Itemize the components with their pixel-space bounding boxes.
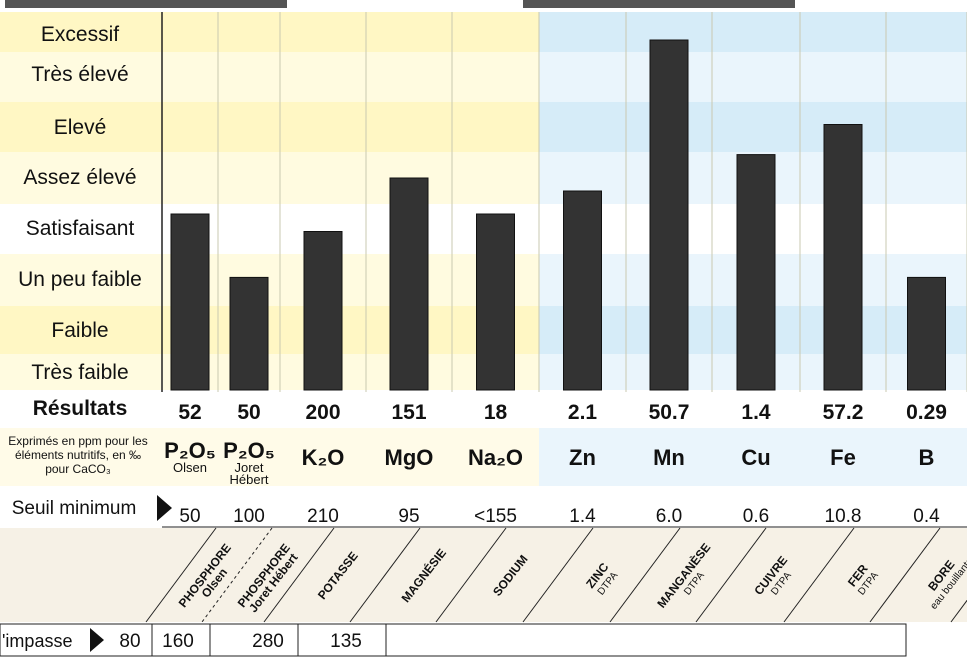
result-value: 57.2 [823,401,864,424]
nutrient-divider [263,527,335,623]
result-value: 2.1 [568,401,598,424]
impasse-row [0,623,907,657]
result-value: 200 [305,401,340,424]
level-label: Elevé [54,116,107,139]
seuil-label: Seuil minimum [12,498,137,519]
result-value: 18 [484,401,508,424]
impasse-value: 135 [330,631,362,652]
band-warm [0,306,539,354]
header-bar-left [5,0,287,8]
level-label: Très élevé [31,63,128,86]
nutrient-divider [522,527,594,623]
result-value: 0.29 [906,401,947,424]
nutrient-divider [609,527,681,623]
seuil-value: 95 [398,506,419,527]
nutrient-divider [783,527,855,623]
element-method: Hébert [229,472,268,487]
element-symbol: K₂O [302,445,345,470]
seuil-value: 10.8 [825,506,862,527]
element-symbol: Zn [569,445,596,470]
seuil-value: 210 [307,506,339,527]
band-cool [539,52,967,102]
units-note: Exprimés en ppm pour les [8,434,147,448]
element-method: Olsen [173,460,207,475]
bar-series [170,39,946,391]
element-method: Joret [235,460,264,475]
result-value: 151 [391,401,426,424]
units-note: éléments nutritifs, en ‰ [15,448,141,462]
nutrient-divider [349,527,421,623]
level-labels: Excessif Très élevé Elevé Assez élevé Satisf… [18,23,142,384]
bar-9 [823,124,863,391]
impasse-value: 80 [119,631,140,652]
element-symbol: Na₂O [468,445,523,470]
bar-8 [736,154,776,391]
bar-6 [563,190,602,391]
band-warm [0,52,539,102]
band-warm [0,254,539,306]
result-value: 1.4 [741,401,771,424]
level-label: Faible [51,319,108,342]
seuil-value: 0.4 [913,506,940,527]
nutrient-row-bg [0,528,967,622]
element-row-cool [539,428,967,486]
result-value: 50 [237,401,260,424]
nutrient-divider [869,527,941,623]
nutrient-divider [435,527,507,623]
bar-2 [229,276,269,391]
impasse-value: 280 [252,631,284,652]
band-warm [0,204,539,254]
seuil-value: <155 [474,506,517,527]
level-label: Un peu faible [18,268,142,291]
band-cool [539,12,967,52]
element-symbol: P₂O₅ [164,438,216,463]
level-label: Excessif [41,23,119,46]
seuil-value: 1.4 [569,506,596,527]
result-value: 52 [178,401,201,424]
band-warm [0,152,539,204]
element-symbol: Fe [830,445,856,470]
impasse-label: 'impasse [2,631,72,651]
nutrient-divider [145,527,217,623]
bar-1 [170,213,210,391]
seuil-value: 100 [233,506,265,527]
results-row [0,392,967,426]
results-label: Résultats [33,397,128,420]
band-warm [0,102,539,152]
band-cool [539,102,967,152]
seuil-value: 0.6 [743,506,769,527]
bar-10 [907,276,946,391]
impasse-row: 'impasse 80 160 280 135 [0,623,907,657]
result-value: 50.7 [649,401,690,424]
level-label: Très faible [31,361,128,384]
units-note: pour CaCO₃ [45,462,111,476]
bar-3 [303,231,343,391]
bar-4 [389,177,429,391]
band-warm [0,354,539,390]
element-symbol: B [919,445,935,470]
element-symbol: P₂O₅ [223,438,275,463]
level-label: Satisfaisant [26,217,135,240]
element-symbol: Cu [741,445,770,470]
seuil-arrow-icon [157,495,172,521]
impasse-value: 160 [162,631,194,652]
element-symbol: MgO [385,445,434,470]
nutrient-divider [950,599,967,623]
bar-5 [476,213,515,391]
band-warm [0,12,539,52]
nutrient-divider [201,527,273,623]
bar-7 [649,39,689,391]
impasse-arrow-icon [90,628,104,652]
seuil-value: 50 [179,506,200,527]
seuil-value: 6.0 [656,506,682,527]
header-bar-right [523,0,795,8]
nutrient-divider [695,527,767,623]
column-dividers [161,12,967,396]
header-bars [5,0,795,8]
results-table: Résultats 52 50 200 151 18 2.1 50.7 1.4 57.2 0.29 E… [0,392,967,528]
element-symbol: Mn [653,445,685,470]
level-label: Assez élevé [23,166,136,189]
